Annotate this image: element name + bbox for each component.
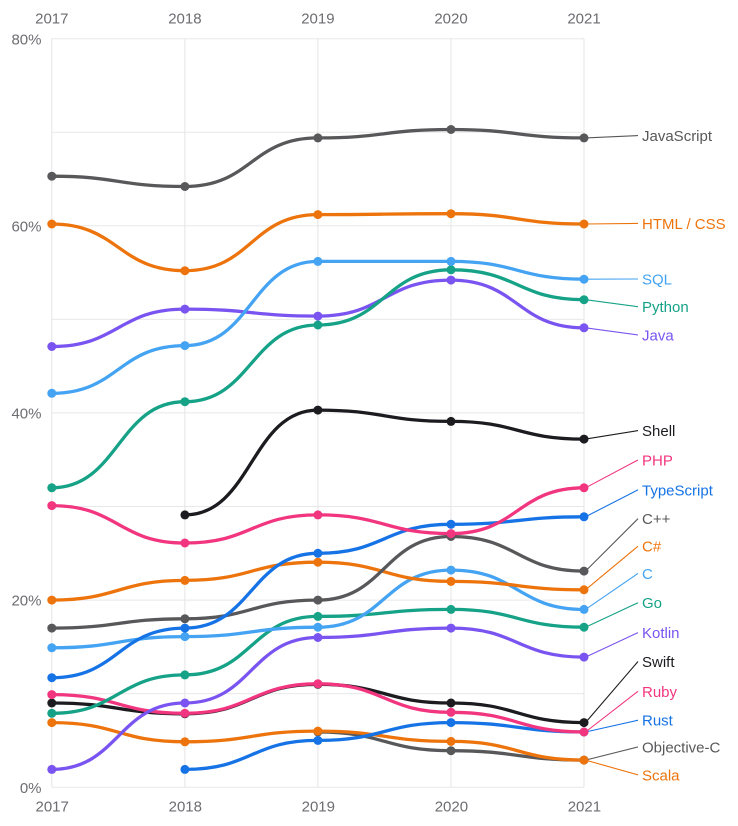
svg-text:2020: 2020 bbox=[434, 10, 467, 27]
svg-text:2019: 2019 bbox=[302, 798, 335, 815]
svg-text:Rust: Rust bbox=[642, 713, 674, 730]
svg-text:C++: C++ bbox=[642, 511, 671, 528]
svg-text:Java: Java bbox=[642, 328, 674, 345]
svg-text:Python: Python bbox=[642, 299, 689, 316]
svg-text:PHP: PHP bbox=[642, 453, 673, 470]
svg-text:20%: 20% bbox=[11, 593, 41, 610]
svg-text:80%: 80% bbox=[11, 31, 41, 48]
svg-text:JavaScript: JavaScript bbox=[642, 128, 713, 145]
svg-text:2018: 2018 bbox=[169, 798, 202, 815]
svg-text:60%: 60% bbox=[11, 218, 41, 235]
svg-text:SQL: SQL bbox=[642, 272, 672, 289]
svg-text:40%: 40% bbox=[11, 406, 41, 423]
svg-text:Ruby: Ruby bbox=[642, 684, 678, 701]
svg-text:Shell: Shell bbox=[642, 423, 675, 440]
svg-text:2019: 2019 bbox=[301, 10, 334, 27]
svg-text:2018: 2018 bbox=[168, 10, 201, 27]
svg-text:0%: 0% bbox=[20, 780, 42, 797]
svg-text:HTML / CSS: HTML / CSS bbox=[642, 216, 726, 233]
svg-text:Kotlin: Kotlin bbox=[642, 625, 680, 642]
svg-text:Go: Go bbox=[642, 595, 662, 612]
svg-text:2017: 2017 bbox=[35, 10, 68, 27]
svg-text:2020: 2020 bbox=[435, 798, 468, 815]
svg-text:2017: 2017 bbox=[36, 798, 69, 815]
svg-text:Scala: Scala bbox=[642, 767, 680, 784]
svg-text:C#: C# bbox=[642, 539, 662, 556]
svg-text:2021: 2021 bbox=[568, 798, 601, 815]
svg-text:Swift: Swift bbox=[642, 654, 675, 671]
svg-text:Objective-C: Objective-C bbox=[642, 739, 721, 756]
svg-text:TypeScript: TypeScript bbox=[642, 482, 714, 499]
svg-text:C: C bbox=[642, 566, 653, 583]
svg-text:2021: 2021 bbox=[567, 10, 600, 27]
